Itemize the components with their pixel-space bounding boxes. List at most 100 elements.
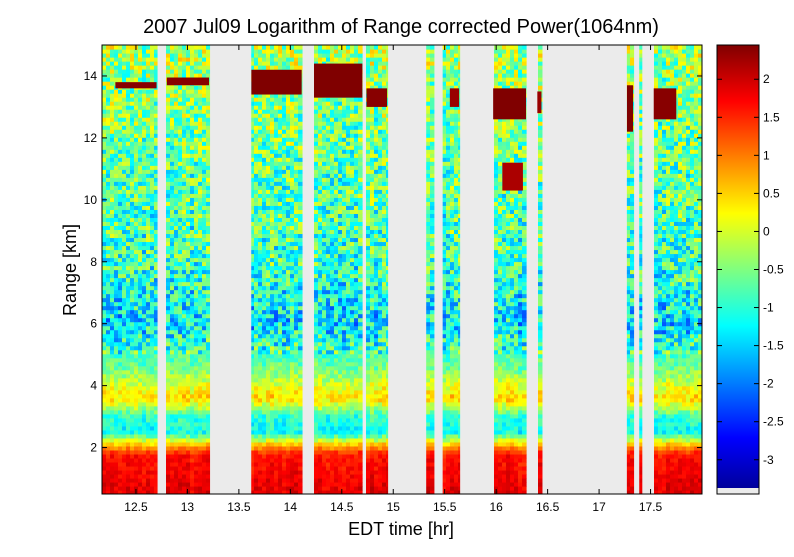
heatmap-cell <box>206 445 211 451</box>
heatmap-cell <box>146 277 151 283</box>
heatmap-cell <box>206 225 211 231</box>
heatmap-cell <box>266 301 271 307</box>
heatmap-cell <box>190 57 195 62</box>
heatmap-cell <box>126 69 131 74</box>
heatmap-cell <box>314 373 319 379</box>
heatmap-cell <box>202 213 207 218</box>
heatmap-cell <box>122 465 127 471</box>
heatmap-cell <box>266 413 271 419</box>
heatmap-cell <box>110 57 115 62</box>
heatmap-cell <box>186 349 191 355</box>
heatmap-cell <box>122 237 127 243</box>
heatmap-cell <box>282 301 287 307</box>
heatmap-cell <box>178 421 183 427</box>
heatmap-cell <box>298 313 303 319</box>
heatmap-cell <box>318 217 323 222</box>
heatmap-cell <box>298 253 303 259</box>
heatmap-cell <box>262 193 267 198</box>
heatmap-cell <box>114 373 119 379</box>
heatmap-cell <box>282 461 287 467</box>
heatmap-cell <box>290 141 295 146</box>
heatmap-cell <box>106 165 111 170</box>
heatmap-cell <box>250 201 255 206</box>
heatmap-cell <box>298 293 303 299</box>
heatmap-cell <box>274 357 279 363</box>
heatmap-cell <box>178 413 183 419</box>
heatmap-cell <box>110 121 115 126</box>
heatmap-cell <box>290 345 295 351</box>
heatmap-cell <box>198 481 203 487</box>
heatmap-cell <box>298 281 303 287</box>
heatmap-cell <box>258 449 263 455</box>
heatmap-cell <box>278 97 283 102</box>
heatmap-cell <box>334 125 339 130</box>
heatmap-cell <box>154 401 159 407</box>
heatmap-cell <box>166 113 171 118</box>
heatmap-cell <box>182 313 187 319</box>
heatmap-cell <box>118 441 123 447</box>
heatmap-cell <box>114 165 119 170</box>
heatmap-cell <box>198 165 203 170</box>
heatmap-cell <box>258 217 263 222</box>
heatmap-cell <box>118 53 123 58</box>
heatmap-cell <box>122 113 127 118</box>
heatmap-cell <box>182 169 187 174</box>
heatmap-cell <box>282 153 287 158</box>
heatmap-cell <box>314 365 319 371</box>
heatmap-cell <box>194 217 199 222</box>
heatmap-cell <box>106 53 111 58</box>
heatmap-cell <box>290 265 295 271</box>
heatmap-cell <box>262 221 267 226</box>
heatmap-cell <box>330 453 335 459</box>
heatmap-cell <box>278 129 283 134</box>
heatmap-cell <box>250 213 255 218</box>
heatmap-cell <box>146 193 151 198</box>
heatmap-cell <box>130 189 135 194</box>
heatmap-cell <box>174 89 179 94</box>
heatmap-cell <box>294 245 299 251</box>
heatmap-cell <box>286 197 291 202</box>
heatmap-cell <box>270 449 275 455</box>
heatmap-cell <box>202 341 207 347</box>
heatmap-cell <box>278 133 283 138</box>
heatmap-cell <box>118 45 123 50</box>
heatmap-cell <box>182 109 187 114</box>
heatmap-cell <box>294 301 299 307</box>
heatmap-cell <box>166 145 171 150</box>
heatmap-cell <box>142 285 147 291</box>
heatmap-cell <box>270 297 275 303</box>
heatmap-cell <box>146 129 151 134</box>
heatmap-cell <box>254 241 259 247</box>
heatmap-cell <box>130 117 135 122</box>
heatmap-cell <box>174 345 179 351</box>
heatmap-cell <box>250 221 255 226</box>
heatmap-cell <box>202 301 207 307</box>
heatmap-cell <box>178 317 183 323</box>
heatmap-cell <box>170 145 175 150</box>
heatmap-cell <box>134 321 139 327</box>
heatmap-cell <box>278 169 283 174</box>
heatmap-cell <box>110 345 115 351</box>
heatmap-cell <box>206 477 211 483</box>
heatmap-cell <box>330 337 335 343</box>
heatmap-cell <box>114 393 119 399</box>
heatmap-cell <box>282 353 287 359</box>
heatmap-cell <box>122 449 127 455</box>
heatmap-cell <box>278 381 283 387</box>
heatmap-cell <box>194 405 199 411</box>
heatmap-cell <box>138 421 143 427</box>
heatmap-cell <box>334 193 339 198</box>
heatmap-cell <box>194 365 199 371</box>
heatmap-cell <box>334 281 339 287</box>
heatmap-cell <box>250 477 255 483</box>
heatmap-cell <box>190 161 195 166</box>
heatmap-cell <box>126 265 131 271</box>
heatmap-cell <box>166 225 171 231</box>
heatmap-cell <box>326 229 331 235</box>
heatmap-cell <box>270 93 275 98</box>
heatmap-cell <box>174 65 179 70</box>
heatmap-cell <box>334 173 339 178</box>
heatmap-cell <box>150 165 155 170</box>
heatmap-cell <box>178 417 183 423</box>
heatmap-cell <box>182 373 187 379</box>
